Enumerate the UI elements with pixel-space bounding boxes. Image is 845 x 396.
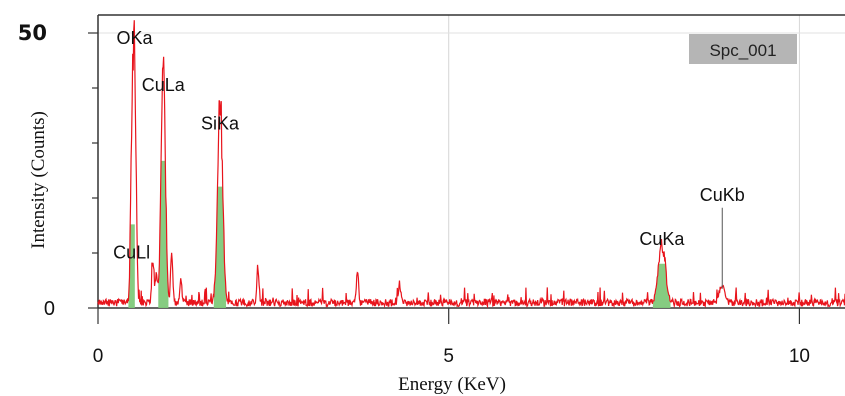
x-tick-label: 10: [789, 346, 810, 367]
x-tick-label: 5: [443, 346, 454, 367]
peak-label-sika: SiKa: [201, 113, 240, 133]
peak-label-cull: CuLl: [113, 243, 150, 263]
legend-label: Spc_001: [709, 41, 776, 60]
x-axis-label: Energy (KeV): [398, 374, 506, 395]
legend-box: [689, 34, 797, 64]
legend: Spc_001: [689, 34, 797, 64]
y-axis-label: Intensity (Counts): [28, 111, 49, 249]
y-tick-label: 0: [44, 298, 55, 320]
peak-label-oka: OKa: [116, 28, 153, 48]
peak-label-cukb: CuKb: [700, 185, 745, 205]
peak-label-cula: CuLa: [142, 75, 186, 95]
x-axis-ticks: 0 5 10: [93, 308, 810, 367]
grid: [98, 15, 845, 308]
y-tick-label: 50: [18, 21, 47, 45]
x-tick-label: 0: [93, 346, 104, 367]
peak-label-cuka: CuKa: [639, 229, 685, 249]
y-axis-ticks: 0 50: [18, 21, 98, 320]
spectrum-series-line: [97, 20, 845, 309]
peak-annotations: OKa CuLa SiKa CuLl CuKa CuKb: [113, 28, 745, 263]
